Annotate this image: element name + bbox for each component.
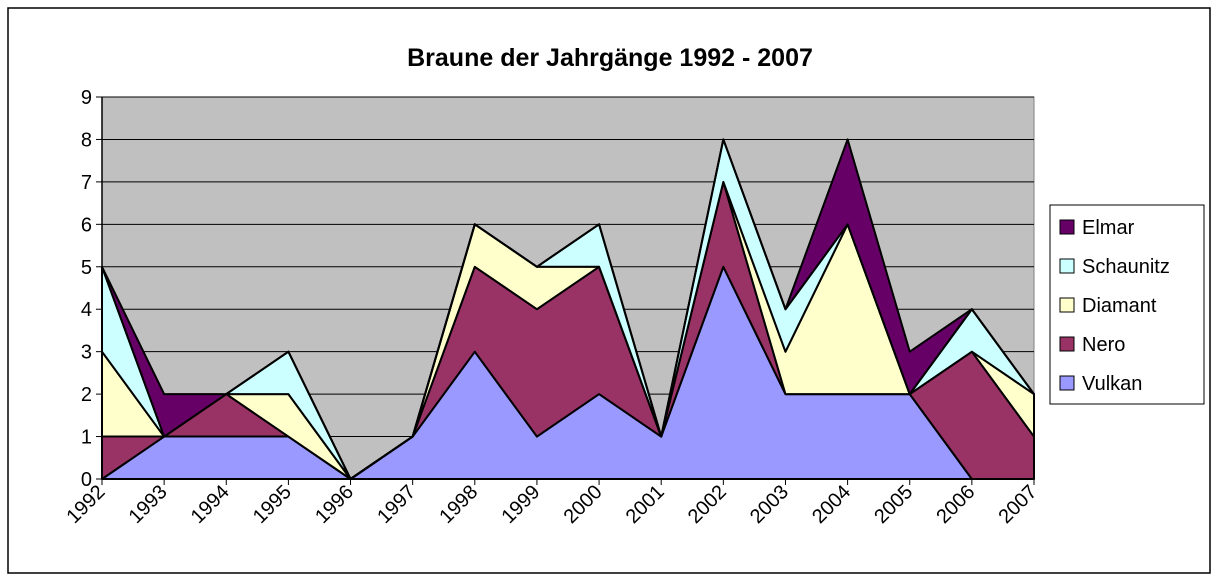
legend-label: Schaunitz xyxy=(1082,256,1170,278)
legend-swatch xyxy=(1059,297,1075,313)
y-tick-label: 8 xyxy=(81,129,92,151)
y-tick-label: 0 xyxy=(81,469,92,491)
legend-label: Diamant xyxy=(1082,295,1157,317)
chart-title: Braune der Jahrgänge 1992 - 2007 xyxy=(407,44,813,72)
y-tick-label: 1 xyxy=(81,427,92,449)
y-tick-label: 3 xyxy=(81,342,92,364)
area xyxy=(101,138,1035,480)
y-tick-label: 7 xyxy=(81,172,92,194)
y-tick-label: 5 xyxy=(81,257,92,279)
legend-label: Elmar xyxy=(1082,217,1135,239)
legend-swatch xyxy=(1059,336,1075,352)
y-tick-label: 4 xyxy=(81,299,92,321)
legend-swatch xyxy=(1059,375,1075,391)
y-tick-label: 6 xyxy=(81,214,92,236)
legend-box xyxy=(1049,204,1205,405)
legend-swatch xyxy=(1059,258,1075,274)
legend-label: Vulkan xyxy=(1082,373,1142,395)
legend-swatch xyxy=(1059,219,1075,235)
y-tick-label: 9 xyxy=(81,87,92,109)
legend-label: Nero xyxy=(1082,334,1125,356)
y-tick-label: 2 xyxy=(81,384,92,406)
